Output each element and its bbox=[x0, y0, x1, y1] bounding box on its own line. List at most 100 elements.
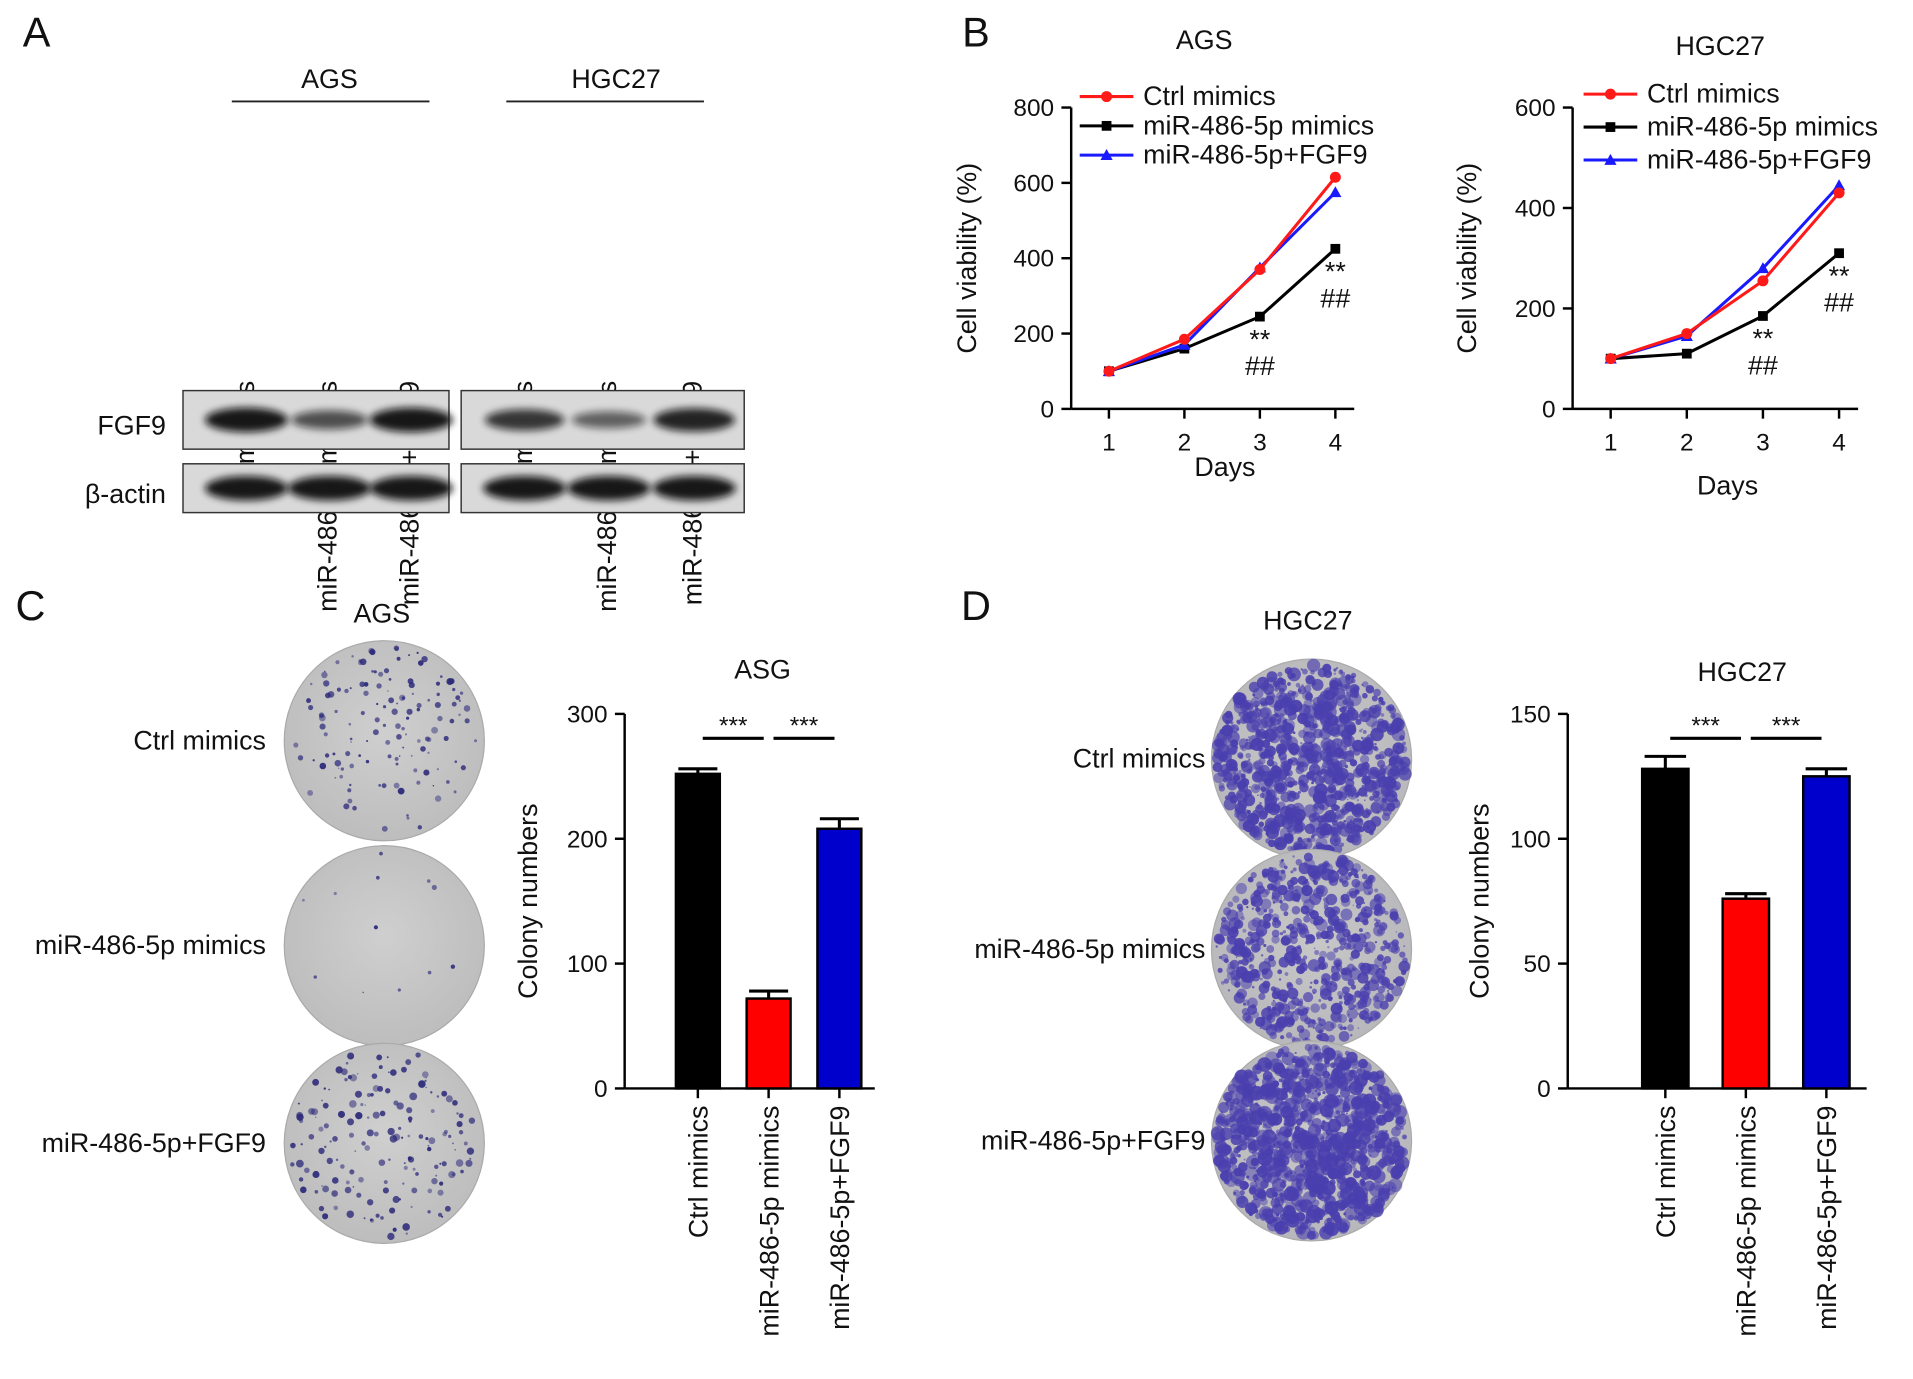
colony bbox=[313, 975, 317, 979]
colony bbox=[390, 1069, 397, 1076]
colony bbox=[1240, 703, 1249, 712]
colony bbox=[427, 1188, 433, 1194]
colony bbox=[1345, 675, 1354, 685]
colony bbox=[1364, 920, 1368, 924]
blot-band bbox=[204, 475, 288, 501]
colony bbox=[1354, 990, 1362, 998]
colony bbox=[450, 964, 456, 969]
colony bbox=[1270, 1023, 1278, 1031]
colony bbox=[415, 1052, 421, 1058]
x-tick-label: 3 bbox=[1756, 429, 1770, 456]
colony bbox=[1324, 1061, 1331, 1068]
colony bbox=[1399, 745, 1408, 754]
colony bbox=[333, 891, 337, 896]
colony bbox=[1276, 921, 1282, 926]
colony bbox=[1248, 681, 1260, 693]
colony bbox=[1247, 736, 1250, 738]
colony bbox=[1259, 932, 1261, 935]
colony bbox=[306, 698, 311, 704]
colony bbox=[1217, 1159, 1232, 1173]
colony bbox=[1295, 858, 1303, 866]
colony bbox=[1266, 1219, 1280, 1232]
colony bbox=[1299, 1028, 1304, 1033]
colony bbox=[1259, 826, 1265, 832]
colony bbox=[1313, 723, 1319, 729]
colony bbox=[1333, 1131, 1347, 1146]
colony bbox=[1319, 1216, 1323, 1220]
colony bbox=[1380, 945, 1386, 952]
colony bbox=[1239, 715, 1248, 725]
colony bbox=[411, 692, 414, 695]
y-tick-label: 600 bbox=[1515, 95, 1556, 122]
y-tick-label: 50 bbox=[1524, 951, 1551, 978]
colony bbox=[395, 723, 401, 729]
colony bbox=[1377, 1095, 1384, 1102]
colony bbox=[401, 696, 406, 700]
colony bbox=[437, 1212, 443, 1217]
colony bbox=[1324, 720, 1330, 725]
colony bbox=[1393, 978, 1398, 984]
colony bbox=[425, 1077, 427, 1079]
colony bbox=[1322, 897, 1328, 902]
colony bbox=[318, 1147, 325, 1155]
colony bbox=[1267, 958, 1277, 968]
colony bbox=[1292, 792, 1300, 800]
colony bbox=[413, 768, 418, 773]
colony bbox=[347, 1052, 355, 1060]
colony bbox=[337, 767, 340, 770]
colony bbox=[371, 669, 374, 673]
colony bbox=[1394, 976, 1405, 987]
colony bbox=[1336, 1190, 1345, 1199]
colony bbox=[1310, 835, 1315, 839]
colony bbox=[1316, 1052, 1324, 1060]
colony bbox=[1333, 838, 1339, 843]
colony bbox=[1327, 945, 1330, 949]
colony bbox=[1347, 706, 1356, 716]
colony bbox=[1360, 906, 1373, 919]
colony bbox=[377, 1085, 384, 1092]
colony bbox=[1219, 728, 1225, 735]
colony bbox=[1255, 707, 1259, 712]
colony bbox=[366, 740, 369, 742]
colony bbox=[1331, 965, 1335, 969]
colony bbox=[1385, 1130, 1388, 1133]
colony bbox=[1220, 1170, 1233, 1183]
colony bbox=[430, 1091, 433, 1094]
colony bbox=[1271, 756, 1274, 759]
colonies bbox=[290, 1052, 476, 1241]
colony bbox=[427, 1146, 432, 1152]
colony bbox=[1257, 707, 1270, 720]
colony bbox=[403, 1162, 406, 1165]
colony bbox=[1290, 1151, 1303, 1163]
colony bbox=[352, 1186, 355, 1188]
annotation: ## bbox=[1824, 288, 1854, 318]
colony bbox=[1354, 1073, 1368, 1088]
y-axis-label: Cell viability (%) bbox=[1452, 163, 1482, 354]
colony bbox=[1321, 791, 1327, 797]
colony bbox=[1358, 962, 1366, 970]
colony bbox=[376, 683, 382, 689]
colony bbox=[396, 734, 402, 740]
colony bbox=[1239, 1189, 1245, 1196]
colony bbox=[1273, 922, 1277, 926]
colony bbox=[1211, 739, 1225, 752]
colony bbox=[1388, 1110, 1392, 1114]
colony bbox=[1392, 761, 1397, 766]
colony bbox=[1275, 682, 1278, 685]
colony bbox=[1303, 915, 1311, 923]
colony bbox=[1378, 1158, 1388, 1168]
colony bbox=[459, 691, 464, 695]
colony bbox=[1357, 876, 1359, 879]
colony bbox=[1356, 1153, 1368, 1165]
colony bbox=[358, 1176, 364, 1183]
colony bbox=[382, 1187, 389, 1194]
colony bbox=[1236, 1195, 1249, 1209]
colony bbox=[308, 1133, 315, 1140]
colony bbox=[1341, 986, 1350, 995]
colony bbox=[1335, 860, 1344, 868]
colony bbox=[1259, 888, 1269, 898]
colony bbox=[1279, 932, 1284, 936]
colony bbox=[1257, 794, 1259, 797]
colony bbox=[425, 1137, 429, 1141]
colony bbox=[1360, 736, 1364, 740]
